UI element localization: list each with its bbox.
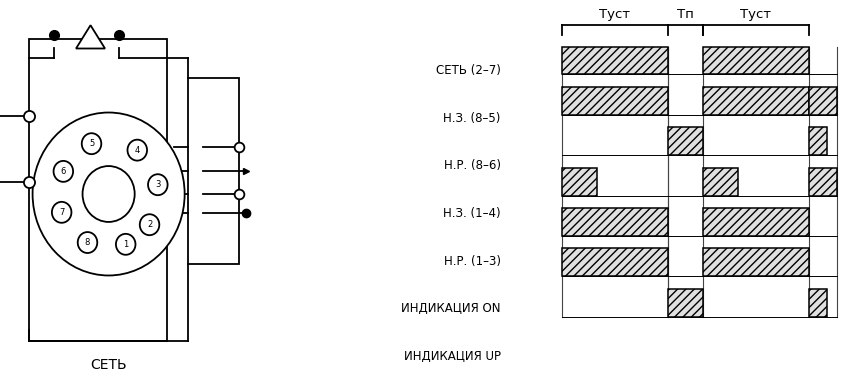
Circle shape [139,214,159,235]
Bar [561,248,666,276]
Text: Н.Р. (1–3): Н.Р. (1–3) [443,255,500,268]
Bar [703,87,808,115]
Bar [808,168,836,196]
Text: 6: 6 [60,167,66,176]
Bar [666,127,703,155]
Bar [188,78,238,264]
Text: Туст: Туст [740,8,771,21]
Text: Туст: Туст [598,8,629,21]
Bar [808,127,826,155]
Text: 8: 8 [84,238,90,247]
Text: СЕТЬ: СЕТЬ [90,358,127,372]
Circle shape [82,133,102,154]
Bar [808,87,836,115]
Text: Н.З. (1–4): Н.З. (1–4) [443,207,500,220]
Bar [703,47,808,74]
Text: 5: 5 [89,139,94,148]
Text: 7: 7 [59,208,65,217]
Text: ИНДИКАЦИЯ UP: ИНДИКАЦИЯ UP [403,350,500,363]
Text: Н.З. (8–5): Н.З. (8–5) [443,112,500,125]
Bar [561,168,596,196]
Text: 1: 1 [123,240,128,249]
Polygon shape [76,25,105,48]
Text: 4: 4 [134,146,139,155]
Bar [561,47,666,74]
Text: 2: 2 [146,220,152,229]
Bar [666,289,703,317]
Circle shape [115,234,135,255]
Circle shape [127,140,147,161]
Circle shape [148,174,167,195]
Text: СЕТЬ (2–7): СЕТЬ (2–7) [436,64,500,77]
Bar [561,208,666,236]
Circle shape [53,161,73,182]
Text: Н.Р. (8–6): Н.Р. (8–6) [443,159,500,172]
Bar [29,39,166,341]
Text: 3: 3 [155,180,160,189]
Circle shape [52,202,71,223]
Bar [808,289,826,317]
Bar [703,168,737,196]
Bar [703,208,808,236]
Circle shape [77,232,97,253]
Circle shape [83,166,134,222]
Text: Тп: Тп [676,8,693,21]
Bar [703,248,808,276]
Circle shape [33,113,184,275]
Text: ИНДИКАЦИЯ ON: ИНДИКАЦИЯ ON [401,302,500,315]
Bar [561,87,666,115]
